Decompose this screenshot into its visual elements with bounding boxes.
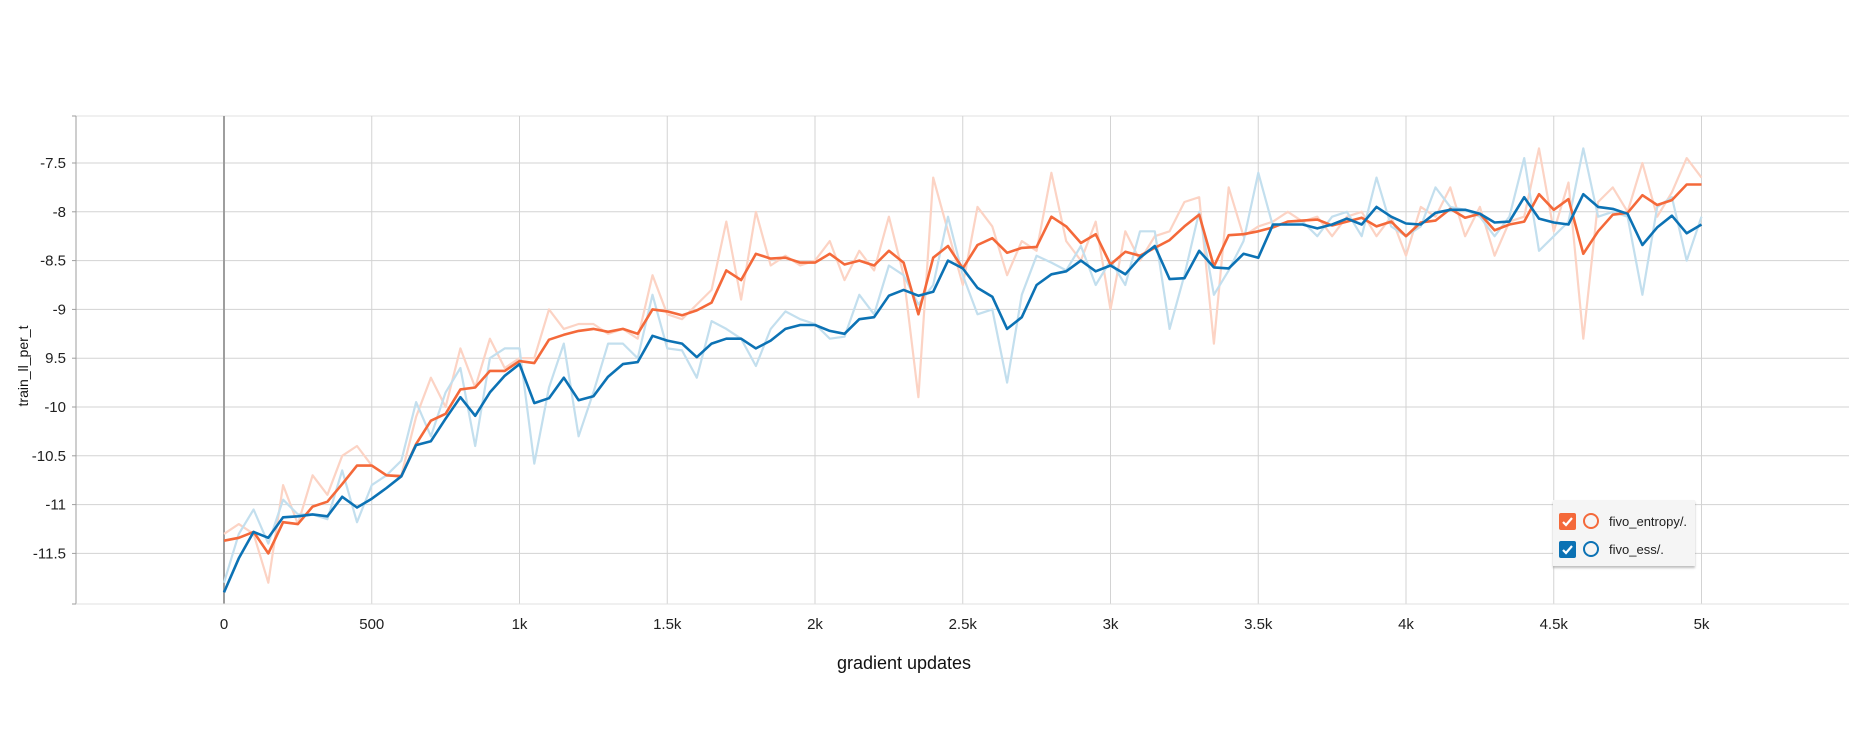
smoothed-series-layer — [222, 183, 1703, 593]
smoothed-series-line — [222, 192, 1703, 593]
x-tick-label: 0 — [220, 616, 228, 633]
legend-item-fivo-entropy[interactable]: fivo_entropy/. — [1559, 510, 1687, 532]
legend-label: fivo_entropy/. — [1609, 513, 1688, 529]
x-tick-label: 5k — [1694, 616, 1710, 633]
y-tick-label: -8 — [53, 204, 66, 221]
x-tick-label: 2.5k — [949, 616, 978, 633]
x-tick-label: 4.5k — [1540, 616, 1569, 633]
x-tick-label: 3.5k — [1244, 616, 1273, 633]
x-tick-label: 1.5k — [653, 616, 682, 633]
x-tick-label: 3k — [1103, 616, 1119, 633]
x-tick-label: 500 — [359, 616, 384, 633]
y-axis-title: train_ll_per_t — [15, 325, 31, 406]
y-tick-label: -11 — [45, 497, 66, 514]
y-tick-label: -11.5 — [33, 545, 66, 562]
x-axis-title: gradient updates — [837, 653, 971, 673]
y-tick-label: 9.5 — [45, 350, 66, 367]
checkbox-checked-icon[interactable] — [1559, 512, 1576, 530]
series-circle-icon — [1583, 513, 1599, 529]
x-tick-label: 1k — [512, 616, 528, 633]
x-tick-label: 2k — [807, 616, 823, 633]
legend: fivo_entropy/. fivo_ess/. — [1553, 500, 1695, 566]
raw-series-line — [223, 147, 1703, 584]
y-tick-label: -9 — [53, 301, 66, 318]
y-tick-label: -10 — [44, 399, 66, 416]
legend-label: fivo_ess/. — [1609, 541, 1664, 557]
y-tick-label: -7.5 — [40, 155, 66, 172]
tick-labels: -11.5 -11 -10.5 -10 9.5 -9 -8.5 -8 -7.5 0 500 1k 1.5… — [32, 155, 1710, 633]
series-circle-icon — [1583, 541, 1599, 557]
legend-item-fivo-ess[interactable]: fivo_ess/. — [1559, 538, 1664, 560]
x-tick-label: 4k — [1398, 616, 1414, 633]
y-tick-label: -8.5 — [40, 253, 66, 270]
axes — [72, 115, 1849, 605]
checkbox-checked-icon[interactable] — [1559, 540, 1576, 558]
raw-series-layer — [222, 147, 1703, 584]
y-tick-label: -10.5 — [32, 448, 66, 465]
raw-series-line — [222, 147, 1703, 584]
